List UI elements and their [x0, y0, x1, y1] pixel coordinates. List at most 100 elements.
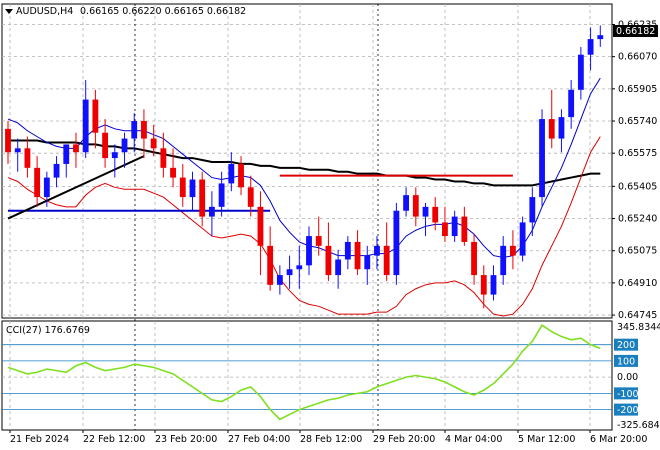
candle-body	[111, 152, 118, 159]
candle-body	[500, 245, 507, 276]
envelope-lower-line	[7, 136, 601, 317]
candle-body	[102, 132, 109, 159]
candle-body	[451, 216, 458, 237]
candles	[5, 25, 604, 309]
time-tick-label: 6 Mar 20:00	[590, 434, 647, 445]
last-price-box	[613, 25, 658, 37]
main-panel-frame	[1, 3, 613, 319]
candle-body	[82, 99, 89, 153]
price-tick-label: 0.65905	[618, 84, 657, 95]
candle-body	[296, 265, 303, 270]
candle-body	[577, 54, 584, 90]
candle-body	[432, 206, 439, 223]
time-tick-label: 22 Feb 12:00	[83, 434, 145, 445]
candle-body	[92, 99, 99, 133]
cci-label: CCI(27) 176.6769	[6, 325, 90, 336]
candle-body	[218, 183, 225, 207]
candle-body	[170, 167, 176, 178]
candle-body	[393, 210, 400, 276]
cci-level-box	[614, 354, 638, 367]
price-tick-label: 0.66235	[618, 19, 657, 30]
time-axis: 21 Feb 2024 22 Feb 12:00 23 Feb 20:00 27 Fe…	[9, 430, 647, 445]
candle-body	[335, 259, 342, 276]
candle-body	[53, 163, 60, 178]
price-tick-label: 0.66070	[618, 52, 657, 63]
candle-body	[267, 245, 274, 285]
candle-body	[383, 245, 390, 276]
candle-body	[43, 177, 50, 198]
candle-body	[597, 35, 604, 40]
candle-body	[374, 245, 380, 256]
candle-body	[558, 117, 565, 139]
price-tick-label: 0.65240	[618, 214, 657, 225]
candle-body	[189, 179, 196, 198]
cci-level-box	[614, 338, 638, 351]
candle-body	[364, 255, 371, 270]
candle-body	[150, 138, 157, 149]
time-tick-label: 5 Mar 12:00	[518, 434, 575, 445]
candle-body	[325, 245, 332, 276]
candle-body	[34, 167, 41, 198]
last-price-label: 0.66182	[616, 26, 655, 37]
time-tick-label: 4 Mar 04:00	[445, 434, 502, 445]
candle-body	[286, 269, 293, 276]
price-tick-label: 0.65075	[618, 246, 657, 257]
candle-body	[315, 236, 322, 246]
candle-body	[422, 206, 429, 217]
time-tick-label: 23 Feb 20:00	[155, 434, 217, 445]
price-tick-label: 0.64910	[618, 278, 657, 289]
candle-body	[121, 138, 128, 153]
cci-level-box	[614, 403, 638, 416]
candle-body	[257, 206, 264, 246]
cci-tick-label: -200	[617, 405, 639, 416]
candle-body	[461, 216, 468, 242]
candle-body	[471, 241, 477, 276]
candle-body	[539, 119, 545, 198]
price-tick-label: 0.65575	[618, 148, 657, 159]
candle-body	[141, 121, 147, 139]
symbol-label: AUDUSD,H4	[16, 6, 73, 17]
cci-axis: 345.8344 200 100 0.00 -100 -200 -325.6841	[614, 322, 660, 431]
time-tick-label: 21 Feb 2024	[10, 434, 69, 445]
candle-body	[403, 195, 410, 211]
price-tick-label: 0.65740	[618, 116, 657, 127]
dropdown-arrow-icon[interactable]	[5, 9, 13, 14]
price-axis: 0.66235 0.66070 0.65905 0.65740 0.65575 0.654…	[612, 19, 657, 321]
candle-body	[208, 206, 215, 217]
candle-body	[5, 128, 11, 153]
candle-body	[587, 39, 594, 55]
cci-line	[7, 324, 601, 421]
candle-body	[548, 119, 555, 139]
candle-body	[247, 187, 254, 207]
cci-tick-label: 100	[617, 356, 635, 367]
cci-tick-label: 345.8344	[617, 322, 660, 333]
candle-body	[131, 121, 138, 139]
time-tick-label: 28 Feb 12:00	[300, 434, 362, 445]
cci-polyline	[7, 324, 601, 421]
candle-body	[276, 275, 283, 285]
cci-tick-label: 200	[617, 340, 635, 351]
candle-body	[24, 148, 31, 168]
candle-body	[509, 245, 516, 256]
candle-body	[354, 241, 361, 270]
candle-body	[160, 148, 167, 168]
cci-tick-label: -100	[617, 389, 639, 400]
candle-body	[228, 163, 235, 184]
candle-body	[519, 222, 526, 256]
candle-body	[568, 89, 575, 118]
candle-body	[442, 222, 448, 237]
trendline	[7, 155, 145, 220]
candle-body	[73, 144, 79, 153]
cci-tick-label: 0.00	[617, 372, 638, 383]
price-tick-label: 0.64745	[618, 310, 657, 321]
candle-body	[344, 241, 351, 260]
candle-body	[14, 148, 21, 153]
candle-body	[179, 177, 186, 198]
price-tick-label: 0.65405	[618, 181, 657, 192]
cci-tick-label: -325.6841	[617, 420, 660, 431]
time-tick-label: 29 Feb 20:00	[373, 434, 435, 445]
ohlc-values: 0.66165 0.66220 0.66165 0.66182	[80, 6, 246, 17]
candle-body	[480, 275, 487, 295]
time-tick-label: 27 Feb 04:00	[228, 434, 290, 445]
